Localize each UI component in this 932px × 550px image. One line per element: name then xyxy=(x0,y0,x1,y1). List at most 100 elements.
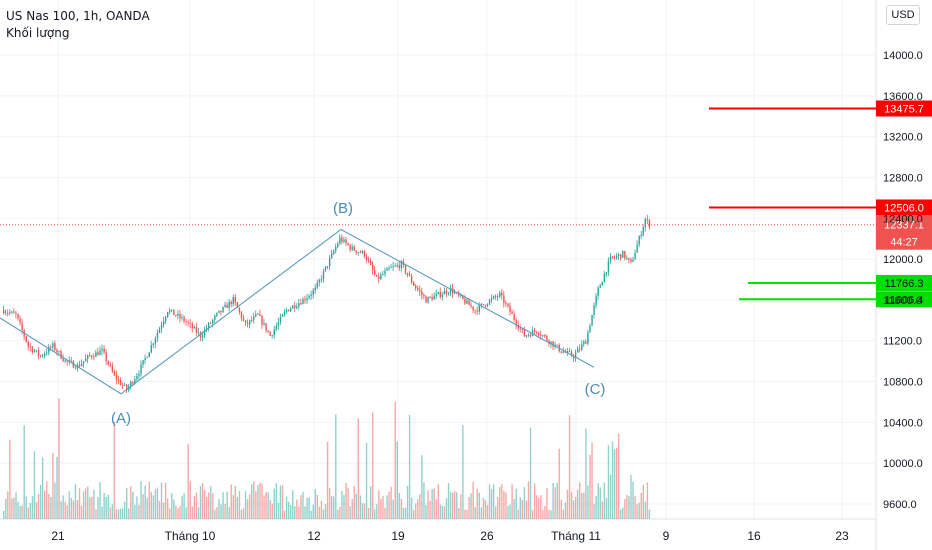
candle-body xyxy=(376,274,378,277)
volume-bar xyxy=(294,506,296,519)
volume-bar xyxy=(386,495,388,519)
volume-bar xyxy=(13,497,15,519)
volume-bar xyxy=(277,502,280,519)
candle-body xyxy=(136,376,138,380)
elliott-wave-lines: (A) (B) (C) xyxy=(0,200,605,427)
candle-body xyxy=(218,310,220,313)
volume-bar xyxy=(251,484,253,519)
volume-bar xyxy=(216,507,218,519)
volume-bar xyxy=(443,506,446,519)
volume-bar xyxy=(540,495,542,519)
candle-body xyxy=(130,382,132,387)
volume-bar xyxy=(347,487,349,519)
candle-body xyxy=(620,254,622,258)
volume-bar xyxy=(599,487,601,519)
candle-body xyxy=(468,300,470,306)
candle-body xyxy=(222,307,224,313)
candle-body xyxy=(566,350,569,353)
volume-bar xyxy=(179,505,181,519)
candle-body xyxy=(37,350,40,356)
candle-body xyxy=(495,296,497,297)
volume-bar xyxy=(167,498,169,519)
y-tick-label: 13600.0 xyxy=(883,91,923,103)
volume-bar xyxy=(169,508,171,519)
volume-bar xyxy=(408,414,411,519)
candle-body xyxy=(195,326,198,333)
volume-bar xyxy=(624,499,626,519)
candle-body xyxy=(113,371,116,376)
candle-body xyxy=(390,267,392,269)
candle-body xyxy=(201,335,204,338)
volume-bar xyxy=(550,510,552,519)
volume-bar xyxy=(9,439,11,519)
candle-body xyxy=(97,352,99,356)
candle-body xyxy=(618,254,620,256)
candle-body xyxy=(474,310,476,311)
candle-body xyxy=(154,338,157,344)
currency-button[interactable]: USD xyxy=(886,5,920,25)
volume-bar xyxy=(162,502,165,519)
volume-bar xyxy=(70,497,73,519)
volume-bar xyxy=(232,495,234,519)
y-tick-label: 14000.0 xyxy=(883,50,923,62)
candle-body xyxy=(443,290,446,295)
volume-bar xyxy=(437,484,439,519)
candle-body xyxy=(244,320,247,323)
volume-bar xyxy=(126,488,128,519)
candle-body xyxy=(203,329,206,336)
volume-bar xyxy=(640,492,642,519)
candle-body xyxy=(349,245,351,250)
candle-body xyxy=(513,314,515,320)
candle-body xyxy=(287,309,290,312)
volume-bar xyxy=(31,495,34,519)
candle-body xyxy=(17,314,19,319)
volume-bar xyxy=(234,485,237,519)
candle-body xyxy=(363,251,366,257)
volume-bar xyxy=(636,504,638,519)
volume-bar xyxy=(587,485,589,519)
volume-bar xyxy=(95,509,97,519)
level-label: 11766.3 xyxy=(885,278,924,290)
volume-bar xyxy=(80,505,83,519)
candle-body xyxy=(367,260,370,261)
candle-body xyxy=(281,314,284,317)
volume-bar xyxy=(536,495,538,519)
volume-bar xyxy=(107,494,109,519)
volume-bar xyxy=(410,497,413,519)
volume-bar xyxy=(249,494,251,519)
volume-bar xyxy=(589,454,591,519)
volume-bar xyxy=(269,499,271,519)
candle-body xyxy=(271,335,273,337)
volume-bar xyxy=(103,492,105,519)
x-tick-label: Tháng 11 xyxy=(551,529,601,543)
volume-bar xyxy=(35,502,38,519)
volume-bar xyxy=(380,499,382,519)
candle-body xyxy=(501,292,503,296)
volume-bar xyxy=(644,501,647,519)
volume-bar xyxy=(257,484,259,519)
candle-body xyxy=(324,266,327,271)
candle-body xyxy=(345,239,347,244)
price-axis: 9600.0 10000.0 10400.0 10800.0 11200.0 11600.… xyxy=(883,50,923,511)
candle-body xyxy=(119,380,122,385)
candle-body xyxy=(298,303,300,307)
candle-body xyxy=(236,302,239,308)
volume-bar xyxy=(363,503,366,519)
wave-label-1: (A) xyxy=(111,410,131,427)
candle-body xyxy=(13,311,15,314)
volume-bar xyxy=(240,509,243,519)
volume-bar xyxy=(91,496,93,519)
volume-bar xyxy=(388,491,390,519)
candle-body xyxy=(285,309,288,312)
candle-body xyxy=(312,290,314,295)
candle-body xyxy=(499,292,501,297)
candle-body xyxy=(66,360,68,362)
volume-bar xyxy=(208,492,210,519)
volume-bar xyxy=(601,501,603,519)
candle-body xyxy=(46,352,48,354)
volume-bar xyxy=(255,491,257,519)
volume-bar xyxy=(482,498,485,519)
candle-body xyxy=(429,296,431,298)
candle-body xyxy=(3,310,5,314)
